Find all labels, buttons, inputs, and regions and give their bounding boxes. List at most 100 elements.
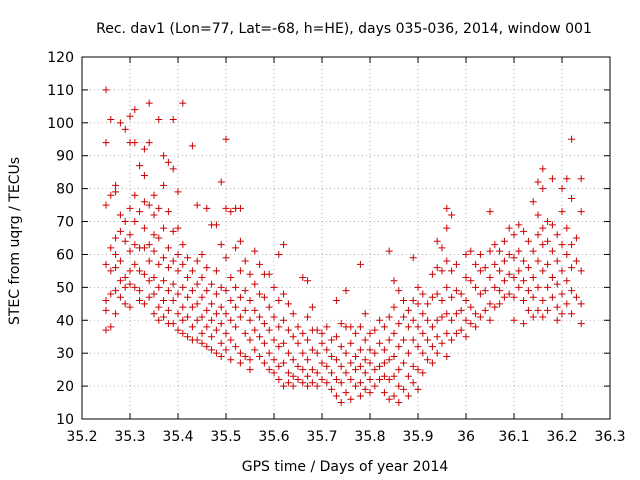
- data-point: [107, 323, 115, 331]
- data-point: [121, 218, 129, 226]
- data-point: [145, 293, 153, 301]
- data-point: [107, 244, 115, 252]
- data-point: [184, 333, 192, 341]
- data-point: [318, 359, 326, 367]
- data-point: [275, 343, 283, 351]
- data-point: [414, 366, 422, 374]
- data-point: [155, 303, 163, 311]
- data-point: [251, 306, 259, 314]
- x-tick-label: 36.2: [546, 429, 577, 445]
- data-point: [270, 369, 278, 377]
- data-point: [155, 116, 163, 124]
- data-point: [534, 257, 542, 265]
- data-point: [112, 287, 120, 295]
- data-point: [534, 178, 542, 186]
- data-point: [395, 287, 403, 295]
- data-point: [270, 313, 278, 321]
- data-point: [164, 208, 172, 216]
- data-point: [476, 267, 484, 275]
- data-point: [193, 257, 201, 265]
- data-point: [246, 356, 254, 364]
- data-point: [284, 369, 292, 377]
- data-point: [390, 352, 398, 360]
- data-point: [366, 346, 374, 354]
- data-point: [126, 303, 134, 311]
- data-point: [419, 349, 427, 357]
- data-point: [150, 191, 158, 199]
- x-tick-label: 35.3: [114, 429, 145, 445]
- data-point: [179, 283, 187, 291]
- data-point: [500, 257, 508, 265]
- data-point: [150, 310, 158, 318]
- data-point: [548, 247, 556, 255]
- data-point: [544, 306, 552, 314]
- data-point: [395, 399, 403, 407]
- data-point: [222, 204, 230, 212]
- data-point: [544, 283, 552, 291]
- data-point: [203, 204, 211, 212]
- data-point: [112, 181, 120, 189]
- data-point: [131, 218, 139, 226]
- data-point: [520, 257, 528, 265]
- data-point: [510, 273, 518, 281]
- data-point: [385, 247, 393, 255]
- data-point: [577, 267, 585, 275]
- data-point: [236, 313, 244, 321]
- data-point: [356, 260, 364, 268]
- data-point: [400, 385, 408, 393]
- data-point: [395, 320, 403, 328]
- data-point: [491, 303, 499, 311]
- data-point: [140, 300, 148, 308]
- data-point: [280, 316, 288, 324]
- data-point: [251, 280, 259, 288]
- data-point: [452, 310, 460, 318]
- data-point: [342, 369, 350, 377]
- x-tick-label: 35.5: [210, 429, 241, 445]
- data-point: [481, 306, 489, 314]
- data-point: [126, 112, 134, 120]
- data-point: [539, 267, 547, 275]
- data-point: [424, 336, 432, 344]
- data-point: [462, 273, 470, 281]
- y-tick-label: 100: [47, 116, 74, 132]
- data-point: [366, 389, 374, 397]
- data-point: [558, 267, 566, 275]
- data-point: [347, 376, 355, 384]
- data-point: [520, 320, 528, 328]
- data-point: [577, 320, 585, 328]
- data-point: [572, 293, 580, 301]
- data-point: [462, 297, 470, 305]
- data-point: [299, 366, 307, 374]
- data-point: [414, 343, 422, 351]
- data-point: [414, 283, 422, 291]
- data-point: [328, 369, 336, 377]
- data-point: [308, 303, 316, 311]
- data-point: [529, 247, 537, 255]
- data-point: [472, 310, 480, 318]
- data-point: [467, 247, 475, 255]
- data-point: [174, 267, 182, 275]
- y-tick-label: 20: [56, 379, 74, 395]
- data-point: [438, 297, 446, 305]
- data-point: [356, 379, 364, 387]
- data-point: [366, 359, 374, 367]
- data-point: [313, 349, 321, 357]
- data-point: [313, 326, 321, 334]
- data-point: [448, 211, 456, 219]
- data-point: [232, 323, 240, 331]
- data-point: [577, 175, 585, 183]
- data-point: [217, 178, 225, 186]
- data-point: [150, 290, 158, 298]
- data-point: [256, 260, 264, 268]
- data-point: [251, 247, 259, 255]
- data-point: [140, 244, 148, 252]
- data-point: [136, 297, 144, 305]
- data-point: [376, 362, 384, 370]
- data-point: [260, 339, 268, 347]
- data-point: [308, 366, 316, 374]
- data-point: [246, 366, 254, 374]
- data-point: [534, 306, 542, 314]
- data-point: [289, 356, 297, 364]
- data-point: [510, 316, 518, 324]
- data-point: [337, 320, 345, 328]
